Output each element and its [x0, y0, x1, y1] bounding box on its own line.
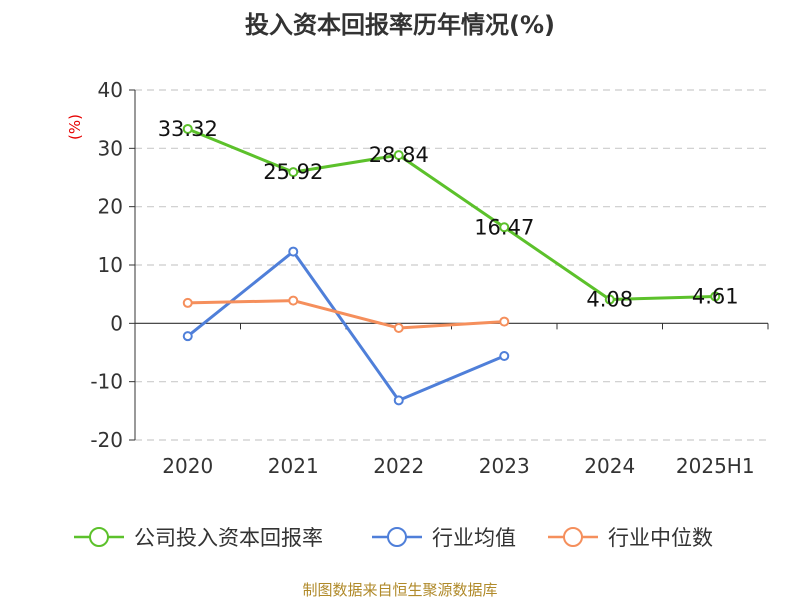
data-point [499, 316, 510, 327]
y-tick-label: 30 [98, 136, 123, 160]
y-tick-label: -20 [90, 428, 123, 452]
data-point [604, 294, 615, 305]
series-line-2 [187, 299, 505, 330]
data-point [393, 323, 404, 333]
data-point [288, 295, 299, 306]
data-point [499, 351, 510, 361]
x-tick-label: 2021 [268, 454, 319, 478]
x-tick-label: 2020 [162, 454, 213, 478]
legend-item-2[interactable]: 行业中位数 [548, 526, 713, 550]
series-line-1 [186, 250, 505, 402]
legend-swatch-marker [563, 527, 583, 547]
legend-swatch-marker [387, 527, 407, 547]
y-tick-label: -10 [90, 370, 123, 394]
data-point [182, 331, 193, 342]
y-tick-label: 0 [110, 311, 123, 335]
series-layer [182, 123, 721, 406]
y-tick-label: 10 [98, 253, 123, 277]
legend-label: 行业均值 [432, 526, 516, 550]
data-point [710, 291, 721, 302]
data-point [288, 246, 299, 257]
x-tick-label: 2022 [373, 454, 424, 478]
x-tick-label: 2024 [584, 454, 635, 478]
data-point [182, 297, 193, 308]
grid-lines [135, 89, 768, 441]
data-point [393, 150, 404, 161]
data-label: 4.61 [692, 284, 739, 308]
y-tick-label: 20 [98, 195, 123, 219]
data-label: 33.32 [158, 117, 218, 141]
source-note: 制图数据来自恒生聚源数据库 [302, 581, 497, 599]
series-line-0 [187, 127, 716, 302]
data-point [288, 167, 299, 178]
legend-item-0[interactable]: 公司投入资本回报率 [74, 526, 323, 550]
data-point [499, 222, 510, 233]
data-point [182, 123, 193, 134]
legend-item-1[interactable]: 行业均值 [372, 526, 516, 550]
data-label: 25.92 [263, 160, 323, 184]
data-label: 4.08 [586, 288, 633, 312]
legend-label: 行业中位数 [608, 526, 713, 550]
data-point [393, 395, 404, 406]
data-label: 28.84 [369, 143, 429, 167]
data-labels: 33.32 25.92 28.84 16.47 4.08 4.61 [158, 117, 739, 312]
y-axis-label: (%) [66, 114, 84, 140]
legend-label: 公司投入资本回报率 [134, 526, 323, 550]
legend[interactable]: 公司投入资本回报率 行业均值 行业中位数 [74, 526, 713, 550]
x-tick-label: 2025H1 [676, 454, 755, 478]
chart-title: 投入资本回报率历年情况(%) [245, 11, 555, 39]
x-tick-label: 2023 [479, 454, 530, 478]
x-tick-labels: 2020 2021 2022 2023 2024 2025H1 [162, 454, 754, 478]
legend-swatch-marker [89, 527, 109, 547]
data-label: 16.47 [474, 215, 534, 239]
y-tick-label: 40 [98, 78, 123, 102]
y-tick-labels: 40 30 20 10 0 -10 -20 [90, 78, 123, 452]
